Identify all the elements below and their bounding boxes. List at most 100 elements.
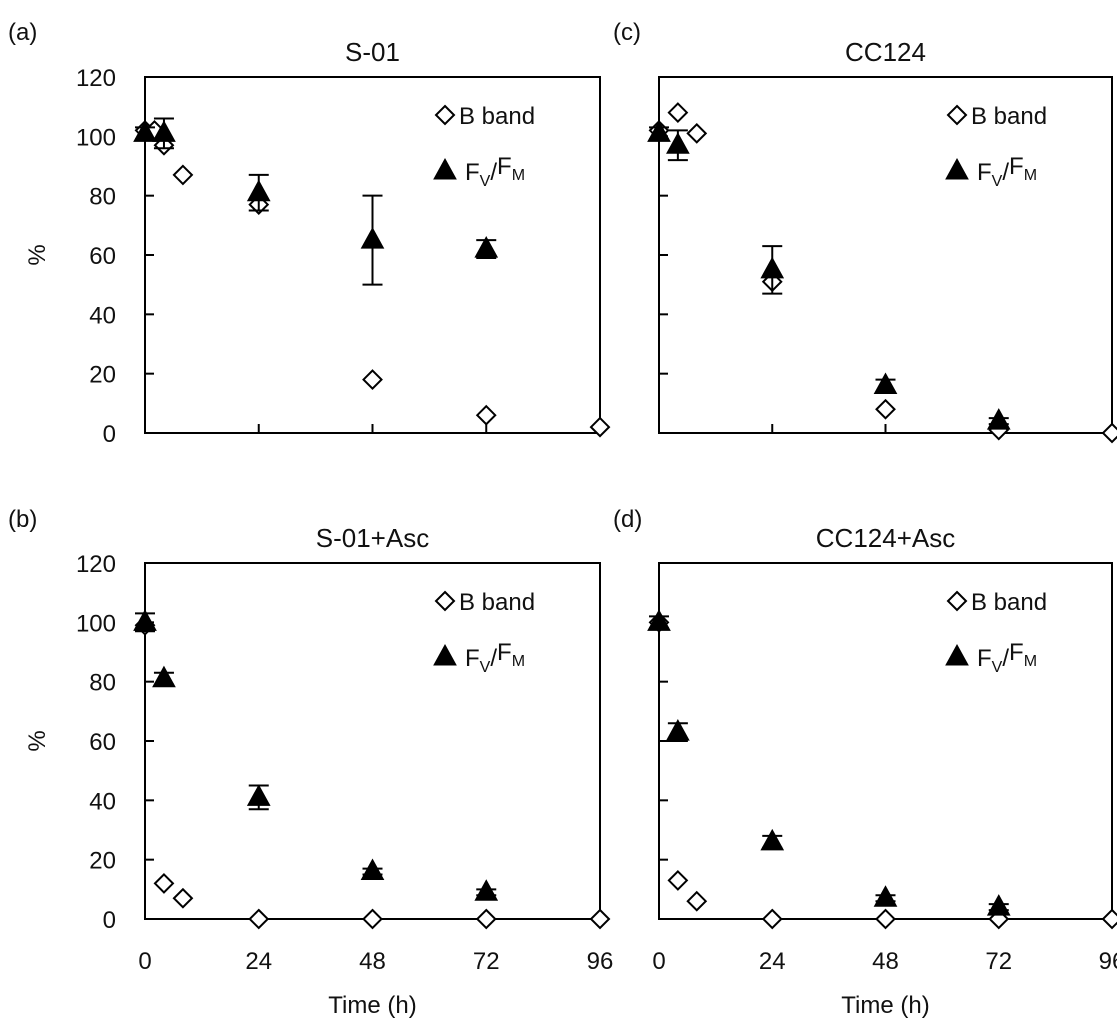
panel-label: (c) xyxy=(613,19,641,46)
y-axis-label: % xyxy=(24,244,51,265)
bband-point xyxy=(589,908,611,930)
bband-point xyxy=(362,369,383,391)
legend-fvfm-marker xyxy=(945,157,969,180)
x-tick-label: 24 xyxy=(245,948,272,975)
bband-point xyxy=(667,870,689,891)
x-tick-label: 96 xyxy=(1099,948,1117,975)
x-tick-label: 24 xyxy=(759,948,786,975)
fvfm-point xyxy=(360,227,385,249)
y-tick-label: 60 xyxy=(89,243,116,270)
fvfm-point xyxy=(474,879,499,901)
fvfm-point xyxy=(986,408,1011,430)
legend-fvfm-part: F xyxy=(1009,153,1024,180)
legend-fvfm-part: F xyxy=(977,159,992,186)
legend-fvfm-part: / xyxy=(490,159,497,186)
bband-point xyxy=(153,872,175,894)
x-tick-label: 72 xyxy=(473,948,500,975)
x-tick-label: 96 xyxy=(587,948,614,975)
x-tick-label: 72 xyxy=(985,948,1012,975)
bband-point xyxy=(686,122,708,144)
bband-point xyxy=(475,404,497,426)
x-tick-label: 48 xyxy=(872,948,899,975)
y-tick-label: 0 xyxy=(103,907,116,934)
panel-title: S-01 xyxy=(345,37,400,67)
legend-fvfm-part: M xyxy=(512,653,525,670)
fvfm-point xyxy=(760,256,785,279)
y-axis-label: % xyxy=(24,730,51,751)
x-tick-label: 0 xyxy=(138,948,151,975)
fvfm-point xyxy=(133,609,157,631)
fvfm-point xyxy=(666,719,690,741)
legend-fvfm-part: V xyxy=(992,173,1003,190)
legend-fvfm-part: F xyxy=(497,639,512,666)
legend-fvfm-part: F xyxy=(977,645,992,672)
fvfm-point xyxy=(873,885,898,907)
legend-fvfm-part: / xyxy=(1002,645,1009,672)
legend-fvfm-part: V xyxy=(480,659,491,676)
x-axis-label: Time (h) xyxy=(328,992,416,1019)
plot-frame xyxy=(658,562,1113,920)
legend-bband-label: B band xyxy=(971,103,1047,130)
panel-2: (b) S-01+Asc 0 20 40 60 80 100 120 0 24 48 72 96% Time… xyxy=(8,506,613,1019)
y-tick-label: 80 xyxy=(89,184,116,211)
bband-point xyxy=(362,908,383,930)
fvfm-point xyxy=(152,665,176,688)
y-tick-label: 0 xyxy=(103,421,116,448)
fvfm-point xyxy=(474,236,499,258)
y-tick-label: 120 xyxy=(76,551,116,578)
bband-point xyxy=(589,416,611,438)
bband-point xyxy=(686,890,708,912)
bband-point xyxy=(248,908,270,930)
legend-fvfm-label: FV/FM xyxy=(465,153,525,190)
x-tick-label: 48 xyxy=(359,948,386,975)
fvfm-point xyxy=(246,784,271,806)
legend-fvfm-part: V xyxy=(992,659,1003,676)
legend-fvfm-part: F xyxy=(1009,639,1024,666)
legend-fvfm-label: FV/FM xyxy=(977,639,1037,676)
y-tick-label: 40 xyxy=(89,302,116,329)
bband-point xyxy=(875,398,896,420)
bband-point xyxy=(172,164,194,186)
legend-fvfm-part: M xyxy=(1024,653,1037,670)
x-axis-label: Time (h) xyxy=(841,992,929,1019)
fvfm-point xyxy=(986,894,1011,916)
y-tick-label: 40 xyxy=(89,788,116,815)
fvfm-point xyxy=(666,132,690,154)
legend-fvfm-part: M xyxy=(512,167,525,184)
legend-fvfm-marker xyxy=(433,643,457,666)
y-tick-label: 100 xyxy=(76,124,116,151)
legend-bband-marker xyxy=(946,104,968,126)
y-tick-label: 60 xyxy=(89,729,116,756)
y-tick-label: 20 xyxy=(89,362,116,389)
legend-bband-label: B band xyxy=(971,589,1047,616)
fvfm-point xyxy=(133,120,157,142)
legend-fvfm-marker xyxy=(945,643,969,666)
panel-title: CC124+Asc xyxy=(816,523,955,553)
y-tick-label: 20 xyxy=(89,848,116,875)
panel-label: (a) xyxy=(8,19,37,46)
fvfm-point xyxy=(360,858,385,881)
bband-point xyxy=(475,908,497,930)
legend-bband-label: B band xyxy=(459,589,535,616)
legend-fvfm-marker xyxy=(433,157,457,180)
legend-fvfm-label: FV/FM xyxy=(977,153,1037,190)
y-tick-label: 100 xyxy=(76,610,116,637)
fvfm-point xyxy=(647,120,671,142)
legend-bband-marker xyxy=(946,590,968,612)
legend-fvfm-part: F xyxy=(465,159,480,186)
legend-fvfm-part: / xyxy=(490,645,497,672)
legend-fvfm-part: M xyxy=(1024,167,1037,184)
fvfm-point xyxy=(873,372,898,395)
legend-fvfm-part: / xyxy=(1002,159,1009,186)
bband-point xyxy=(875,908,896,930)
fvfm-point xyxy=(647,609,671,631)
legend-bband-label: B band xyxy=(459,103,535,130)
panel-title: S-01+Asc xyxy=(316,523,429,553)
panel-label: (b) xyxy=(8,506,37,533)
y-tick-label: 120 xyxy=(76,65,116,92)
legend-fvfm-label: FV/FM xyxy=(465,639,525,676)
fvfm-point xyxy=(152,120,176,142)
legend-bband-marker xyxy=(434,104,456,126)
